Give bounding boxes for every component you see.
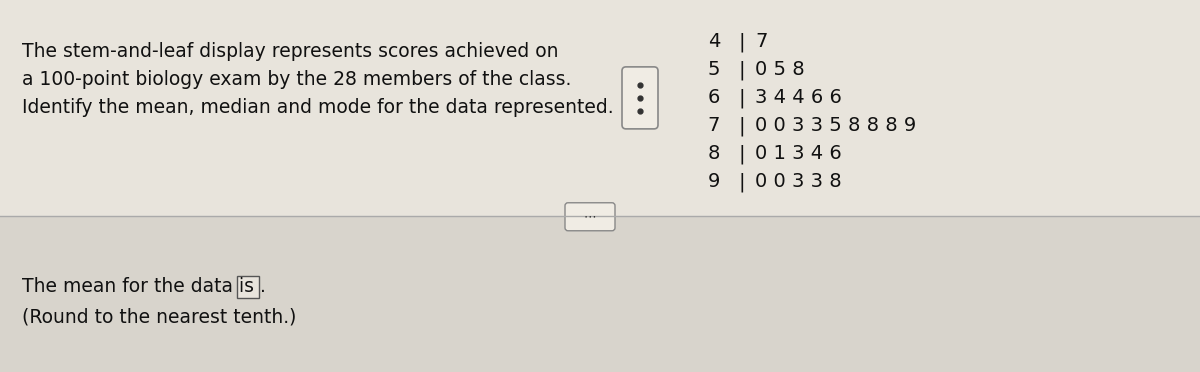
Text: 0 0 3 3 8: 0 0 3 3 8 [755, 172, 841, 191]
Text: |: | [739, 116, 745, 135]
FancyBboxPatch shape [622, 67, 658, 129]
Text: 9: 9 [708, 172, 720, 191]
Text: |: | [739, 32, 745, 51]
FancyBboxPatch shape [236, 276, 258, 298]
Text: |: | [739, 60, 745, 80]
Text: (Round to the nearest tenth.): (Round to the nearest tenth.) [22, 308, 296, 327]
Text: 0 1 3 4 6: 0 1 3 4 6 [755, 144, 841, 163]
Text: |: | [739, 88, 745, 108]
Text: 6: 6 [708, 88, 720, 107]
Text: 5: 5 [708, 60, 720, 79]
Text: ⋯: ⋯ [583, 210, 596, 223]
Text: 7: 7 [708, 116, 720, 135]
Text: 3 4 4 6 6: 3 4 4 6 6 [755, 88, 842, 107]
Text: .: . [260, 278, 266, 296]
Text: The mean for the data is: The mean for the data is [22, 278, 260, 296]
Text: 4: 4 [708, 32, 720, 51]
Text: 7: 7 [755, 32, 767, 51]
Text: 0 5 8: 0 5 8 [755, 60, 805, 79]
Text: 0 0 3 3 5 8 8 8 9: 0 0 3 3 5 8 8 8 9 [755, 116, 917, 135]
Text: |: | [739, 144, 745, 164]
Text: The stem-and-leaf display represents scores achieved on
a 100-point biology exam: The stem-and-leaf display represents sco… [22, 42, 613, 117]
Text: 8: 8 [708, 144, 720, 163]
FancyBboxPatch shape [0, 0, 1200, 216]
Text: |: | [739, 172, 745, 192]
FancyBboxPatch shape [565, 203, 616, 231]
FancyBboxPatch shape [0, 216, 1200, 372]
